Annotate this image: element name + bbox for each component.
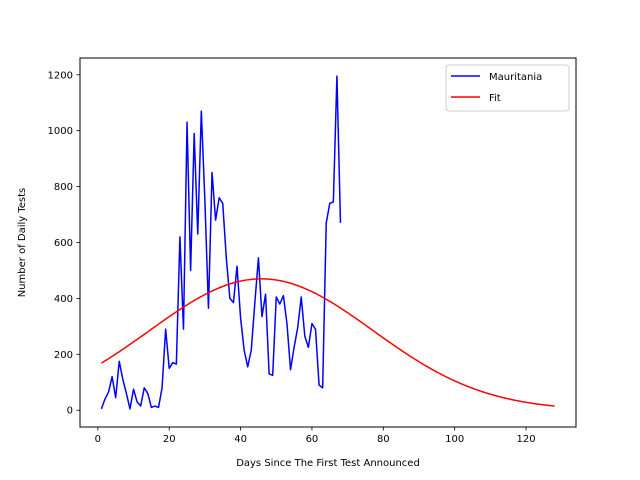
legend: Mauritania Fit bbox=[445, 64, 570, 112]
x-tick-label: 120 bbox=[516, 434, 535, 445]
series-line-fit bbox=[101, 278, 555, 407]
y-tick-label: 800 bbox=[54, 182, 73, 193]
x-tick-label: 80 bbox=[377, 434, 390, 445]
y-tick-label: 1000 bbox=[48, 126, 73, 137]
legend-label-fit: Fit bbox=[489, 93, 501, 104]
plot-area bbox=[100, 75, 555, 410]
y-tick-label: 1200 bbox=[48, 70, 73, 81]
legend-label-mauritania: Mauritania bbox=[489, 72, 542, 83]
y-tick-label: 0 bbox=[67, 406, 73, 417]
series-line-mauritania bbox=[100, 75, 342, 410]
x-tick-label: 60 bbox=[306, 434, 319, 445]
x-tick-label: 100 bbox=[445, 434, 464, 445]
y-tick-label: 600 bbox=[54, 238, 73, 249]
y-tick-label: 400 bbox=[54, 294, 73, 305]
x-tick-label: 40 bbox=[234, 434, 247, 445]
x-tick-label: 0 bbox=[95, 434, 101, 445]
x-axis-label: Days Since The First Test Announced bbox=[236, 458, 420, 469]
x-tick-label: 20 bbox=[163, 434, 176, 445]
y-axis-label: Number of Daily Tests bbox=[17, 188, 28, 298]
y-tick-label: 200 bbox=[54, 350, 73, 361]
